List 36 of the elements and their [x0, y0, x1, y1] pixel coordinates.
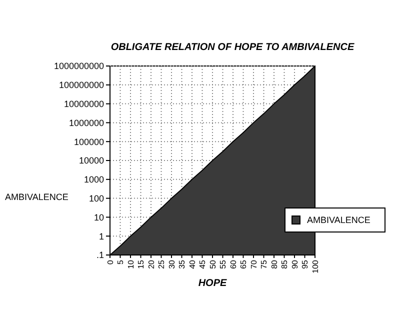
chart-title: OBLIGATE RELATION OF HOPE TO AMBIVALENCE: [110, 42, 354, 53]
y-tick-label: 100000: [74, 136, 104, 147]
y-tick-label: 1000: [84, 174, 104, 185]
y-tick-label: 100000000: [58, 80, 104, 90]
legend-label: AMBIVALENCE: [307, 215, 370, 226]
y-tick-label: 1: [98, 231, 104, 242]
y-tick-label: 10000: [78, 156, 104, 166]
x-tick-label: 40: [188, 259, 197, 269]
x-tick-label: 90: [290, 259, 300, 269]
y-tick-label: 10000000: [64, 98, 104, 109]
x-tick-label: 60: [228, 259, 238, 269]
x-tick-label: 5: [116, 259, 126, 264]
x-tick-label: 85: [280, 259, 290, 269]
y-tick-label: 10: [94, 212, 104, 222]
x-tick-label: 20: [146, 259, 156, 269]
x-tick-label: 45: [198, 259, 208, 269]
x-tick-label: 25: [157, 259, 166, 269]
x-tick-label: 95: [300, 259, 310, 269]
y-axis-title: AMBIVALENCE: [5, 192, 68, 202]
y-tick-label: 100: [88, 193, 104, 204]
x-tick-label: 10: [126, 259, 136, 269]
x-axis-title: HOPE: [198, 278, 227, 289]
x-tick-label: 70: [249, 259, 258, 269]
x-tick-label: 65: [239, 259, 248, 269]
x-tick-label: 15: [136, 259, 146, 269]
x-tick-label: 80: [270, 259, 279, 269]
x-tick-label: 30: [167, 259, 176, 269]
y-tick-label: 1000000: [68, 118, 104, 128]
x-tick-label: 50: [208, 259, 218, 269]
x-tick-label: 55: [218, 259, 228, 269]
y-tick-label: .1: [96, 250, 104, 260]
x-tick-label: 100: [310, 259, 320, 274]
x-tick-label: 75: [260, 259, 269, 269]
x-tick-label: 0: [106, 259, 115, 264]
y-tick-label: 1000000000: [54, 61, 104, 72]
x-tick-label: 35: [178, 259, 187, 269]
